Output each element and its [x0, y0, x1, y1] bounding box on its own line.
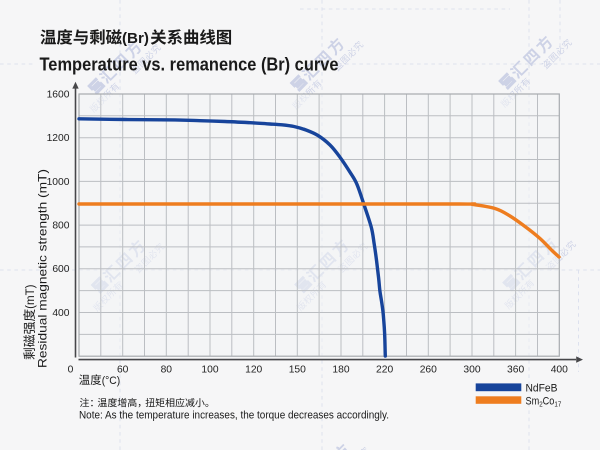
- svg-text:(°C): (°C): [102, 375, 121, 387]
- svg-text:600: 600: [52, 264, 69, 275]
- svg-text:180: 180: [332, 365, 349, 376]
- svg-text:80: 80: [161, 365, 173, 376]
- svg-text:360: 360: [507, 365, 524, 376]
- svg-text:1000: 1000: [47, 177, 70, 188]
- svg-text:Note: As the temperature incre: Note: As the temperature increases, the …: [79, 410, 389, 422]
- svg-text:(Br): (Br): [122, 30, 149, 47]
- svg-text:1200: 1200: [47, 133, 70, 144]
- svg-text:400: 400: [52, 308, 69, 319]
- svg-text:120: 120: [245, 365, 262, 376]
- svg-text:NdFeB: NdFeB: [526, 383, 558, 395]
- svg-text:300: 300: [463, 365, 480, 376]
- svg-text:1600: 1600: [47, 89, 70, 100]
- svg-text:100: 100: [201, 365, 218, 376]
- svg-text:260: 260: [420, 365, 437, 376]
- svg-text:Residual magnetic strength (mT: Residual magnetic strength (mT): [36, 169, 50, 368]
- svg-text:0: 0: [68, 365, 74, 376]
- svg-text:400: 400: [551, 365, 568, 376]
- svg-text:150: 150: [289, 365, 306, 376]
- svg-text:(mT): (mT): [25, 284, 37, 308]
- svg-text:800: 800: [52, 221, 69, 232]
- svg-text:220: 220: [376, 365, 393, 376]
- svg-text:Sm2Co17: Sm2Co17: [526, 395, 562, 408]
- svg-text:60: 60: [117, 365, 129, 376]
- svg-text:Temperature vs. remanence (Br): Temperature vs. remanence (Br) curve: [40, 53, 339, 74]
